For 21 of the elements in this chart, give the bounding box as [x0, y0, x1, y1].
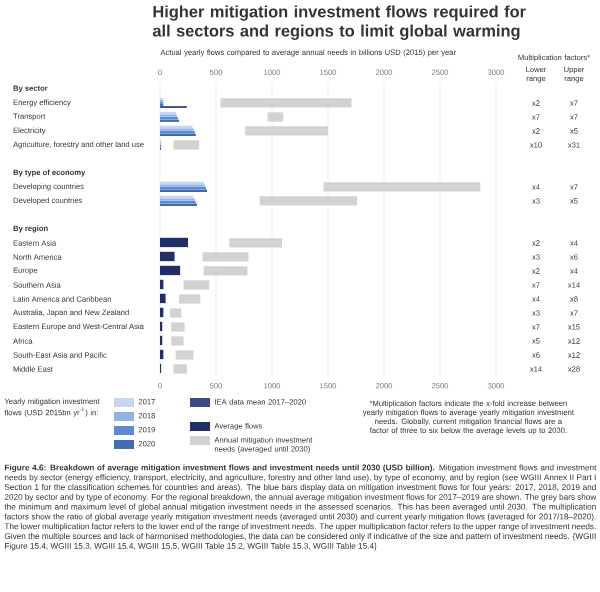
bar [183, 280, 210, 290]
bar [229, 238, 283, 248]
bar [160, 251, 175, 262]
bar [202, 252, 249, 262]
chart-title: Higher mitigation investment flows required for all sectors and regions to limit global warming [152, 5, 526, 40]
bar [179, 294, 201, 304]
bar [259, 196, 358, 206]
bar [160, 237, 188, 248]
bar [267, 112, 284, 122]
bar [245, 126, 328, 136]
bar [323, 182, 481, 192]
bar [173, 364, 187, 374]
bar [203, 266, 248, 276]
bar [160, 293, 166, 304]
bar [175, 350, 194, 360]
bar [173, 140, 200, 150]
bar [160, 265, 181, 276]
bar [171, 336, 184, 346]
bar [170, 308, 182, 318]
bar [171, 322, 185, 332]
bar [220, 98, 352, 108]
